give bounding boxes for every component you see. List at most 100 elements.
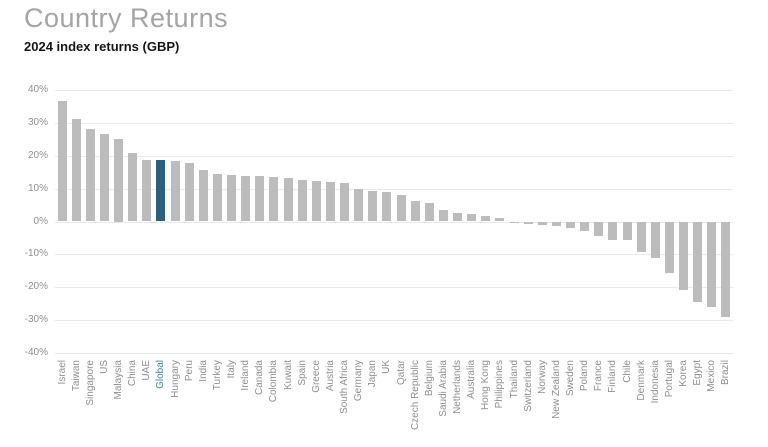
bar-us xyxy=(99,134,109,222)
x-axis-label-chile: Chile xyxy=(621,360,633,383)
bar-malaysia xyxy=(114,139,124,222)
bar-switzerland xyxy=(523,221,533,225)
x-axis-label-kuwait: Kuwait xyxy=(282,360,294,391)
bar-global xyxy=(156,160,166,222)
x-axis-label-qatar: Qatar xyxy=(395,360,407,386)
bar-colombia xyxy=(269,177,279,222)
bar-finland xyxy=(608,221,618,240)
gridline--40% xyxy=(55,353,733,354)
x-axis-label-uk: UK xyxy=(381,360,393,374)
gridline--30% xyxy=(55,320,733,321)
x-axis-label-india: India xyxy=(197,360,209,382)
gridline--10% xyxy=(55,254,733,255)
bar-israel xyxy=(57,100,67,222)
x-axis-label-denmark: Denmark xyxy=(635,360,647,401)
page-title: Country Returns xyxy=(24,3,229,33)
x-axis-label-netherlands: Netherlands xyxy=(452,360,464,414)
x-axis-label-korea: Korea xyxy=(678,360,690,387)
x-axis-label-turkey: Turkey xyxy=(211,360,223,391)
bar-australia xyxy=(467,214,477,222)
bar-peru xyxy=(184,162,194,222)
bar-mexico xyxy=(707,221,717,307)
y-axis-tick-20pct: 20% xyxy=(27,150,48,161)
x-axis-label-taiwan: Taiwan xyxy=(70,360,82,392)
x-axis-label-sweden: Sweden xyxy=(565,360,577,397)
x-axis-label-greece: Greece xyxy=(310,360,322,393)
x-axis-label-us: US xyxy=(98,360,110,374)
y-axis-tick--30pct: -30% xyxy=(24,314,48,325)
y-axis-tick-0pct: 0% xyxy=(33,216,48,227)
bar-spain xyxy=(297,180,307,222)
bar-qatar xyxy=(396,195,406,222)
x-axis-label-brazil: Brazil xyxy=(720,360,732,386)
bar-canada xyxy=(255,176,265,222)
x-axis-label-mexico: Mexico xyxy=(706,360,718,392)
x-axis-label-japan: Japan xyxy=(367,360,379,388)
bar-italy xyxy=(227,175,237,222)
chart-subtitle: 2024 index returns (GBP) xyxy=(24,39,180,54)
bar-germany xyxy=(354,189,364,222)
bar-saudi-arabia xyxy=(438,210,448,222)
bar-japan xyxy=(368,190,378,222)
bar-ireland xyxy=(241,175,251,222)
bar-hong-kong xyxy=(481,216,491,222)
gridline-0% xyxy=(55,222,733,223)
x-axis-label-uae: UAE xyxy=(141,360,153,381)
bar-turkey xyxy=(212,173,222,222)
x-axis-label-belgium: Belgium xyxy=(423,360,435,397)
bar-taiwan xyxy=(71,118,81,222)
bar-belgium xyxy=(424,202,434,222)
bar-singapore xyxy=(85,128,95,222)
x-axis-label-hungary: Hungary xyxy=(169,360,181,398)
y-axis-tick-30pct: 30% xyxy=(27,117,48,128)
y-axis-tick--10pct: -10% xyxy=(24,248,48,259)
x-axis-label-portugal: Portugal xyxy=(663,360,675,398)
bar-austria xyxy=(325,182,335,222)
x-axis-label-poland: Poland xyxy=(579,360,591,392)
x-axis-label-new-zealand: New Zealand xyxy=(550,360,562,419)
bar-egypt xyxy=(693,221,703,303)
bar-kuwait xyxy=(283,177,293,222)
x-axis-label-italy: Italy xyxy=(226,360,238,379)
x-axis-label-austria: Austria xyxy=(324,360,336,392)
gridline-20% xyxy=(55,156,733,157)
x-axis-label-singapore: Singapore xyxy=(84,360,96,406)
bar-korea xyxy=(679,221,689,290)
bar-poland xyxy=(580,221,590,232)
bar-uae xyxy=(142,160,152,222)
bar-india xyxy=(198,170,208,222)
bar-hungary xyxy=(170,161,180,222)
y-axis-tick--40pct: -40% xyxy=(24,347,48,358)
bar-sweden xyxy=(566,221,576,229)
gridline--20% xyxy=(55,287,733,288)
x-axis-label-hong-kong: Hong Kong xyxy=(480,360,492,411)
x-axis-label-egypt: Egypt xyxy=(692,360,704,386)
x-axis-label-south-africa: South Africa xyxy=(339,360,351,414)
gridline-30% xyxy=(55,123,733,124)
x-axis-label-malaysia: Malaysia xyxy=(113,360,125,400)
x-axis-label-czech-republic: Czech Republic xyxy=(409,360,421,431)
y-axis-tick--20pct: -20% xyxy=(24,281,48,292)
bar-thailand xyxy=(509,221,519,224)
x-axis-label-ireland: Ireland xyxy=(240,360,252,391)
bar-uk xyxy=(382,191,392,222)
bar-france xyxy=(594,221,604,236)
bar-portugal xyxy=(664,221,674,274)
bar-netherlands xyxy=(453,212,463,222)
bar-norway xyxy=(537,221,547,226)
bar-czech-republic xyxy=(410,201,420,222)
x-axis-label-philippines: Philippines xyxy=(494,360,506,409)
x-axis-label-israel: Israel xyxy=(56,360,68,385)
x-axis-label-peru: Peru xyxy=(183,360,195,382)
x-axis-label-germany: Germany xyxy=(353,360,365,402)
x-axis-label-thailand: Thailand xyxy=(508,360,520,399)
x-axis-label-australia: Australia xyxy=(466,360,478,399)
x-axis-label-colombia: Colombia xyxy=(268,360,280,403)
x-axis-label-spain: Spain xyxy=(296,360,308,386)
bar-chile xyxy=(622,221,632,241)
bar-brazil xyxy=(721,221,731,317)
bar-south-africa xyxy=(340,183,350,222)
gridline-40% xyxy=(55,90,733,91)
x-axis-label-china: China xyxy=(127,360,139,387)
